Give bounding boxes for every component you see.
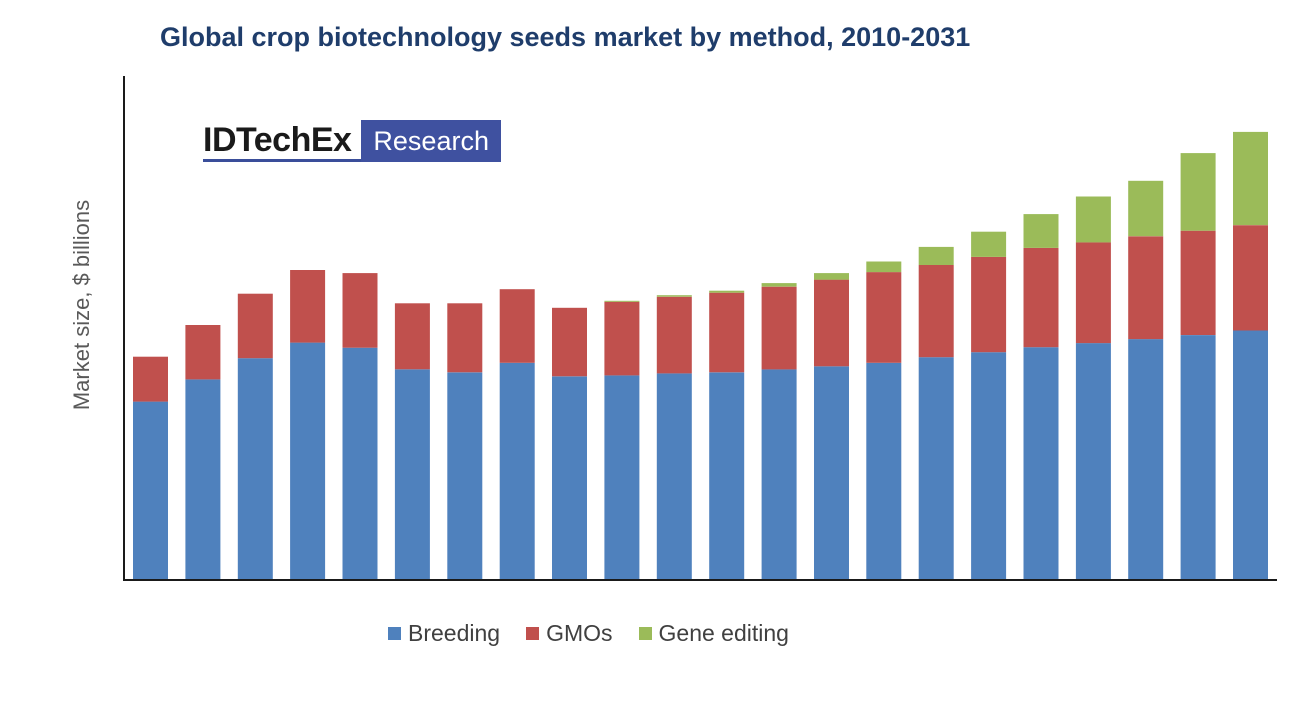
bar-gene-editing-2027 [1023, 214, 1059, 248]
bar-breeding-2029 [1128, 339, 1164, 580]
bar-gene-editing-2021 [709, 290, 745, 293]
bar-gmos-2027 [1023, 247, 1059, 348]
bar-gene-editing-2030 [1180, 153, 1216, 231]
bar-breeding-2011 [185, 379, 221, 580]
bar-gmos-2026 [971, 256, 1007, 353]
bar-breeding-2028 [1075, 343, 1111, 580]
bar-gmos-2028 [1075, 242, 1111, 344]
bar-gmos-2010 [133, 356, 168, 402]
bar-breeding-2031 [1233, 330, 1268, 580]
bar-gmos-2012 [237, 293, 273, 359]
bar-gmos-2017 [499, 289, 535, 363]
bar-gmos-2025 [918, 265, 954, 358]
bar-gene-editing-2020 [656, 295, 692, 297]
bar-breeding-2019 [604, 375, 640, 580]
bar-breeding-2016 [447, 372, 483, 580]
bar-gene-editing-2019 [604, 300, 640, 302]
bar-breeding-2027 [1023, 347, 1059, 580]
bar-breeding-2017 [499, 362, 535, 580]
bar-breeding-2018 [552, 376, 587, 580]
logo-name: IDTechEx [203, 120, 362, 162]
logo-tag: Research [361, 120, 501, 162]
bar-gene-editing-2022 [761, 283, 797, 287]
idtechex-logo: IDTechEx Research [203, 120, 501, 162]
bar-gene-editing-2029 [1128, 180, 1164, 237]
bar-gmos-2013 [290, 270, 326, 343]
bar-gmos-2015 [394, 303, 430, 370]
bar-gmos-2029 [1128, 236, 1164, 340]
bar-breeding-2012 [237, 358, 273, 580]
legend-swatch-gene-editing [638, 627, 652, 640]
bar-gene-editing-2031 [1233, 131, 1268, 226]
bar-gmos-2011 [185, 325, 221, 380]
bar-gmos-2016 [447, 303, 483, 373]
bar-gmos-2014 [342, 273, 378, 348]
bar-gene-editing-2023 [814, 273, 849, 280]
bar-breeding-2021 [709, 372, 745, 580]
bar-breeding-2015 [394, 369, 430, 580]
bar-gmos-2024 [866, 272, 902, 363]
legend-item-gmos: GMOs [526, 620, 613, 647]
bar-breeding-2013 [290, 342, 326, 580]
bar-gene-editing-2028 [1075, 196, 1111, 243]
legend-swatch-breeding [388, 627, 401, 640]
bar-gmos-2031 [1233, 225, 1268, 331]
legend-item-breeding: Breeding [388, 620, 500, 647]
bar-gene-editing-2025 [918, 246, 954, 265]
bar-gmos-2030 [1180, 230, 1216, 335]
bar-breeding-2022 [761, 369, 797, 580]
legend-item-gene-editing: Gene editing [638, 620, 789, 647]
bar-gmos-2020 [656, 296, 692, 374]
legend-swatch-gmos [526, 627, 540, 640]
bar-gene-editing-2024 [866, 261, 902, 273]
bar-gmos-2021 [709, 292, 745, 373]
bar-breeding-2020 [656, 373, 692, 580]
bar-gmos-2023 [814, 279, 849, 367]
legend-label-gene-editing: Gene editing [658, 620, 789, 646]
bar-gmos-2019 [604, 301, 640, 376]
legend: Breeding GMOs Gene editing [388, 620, 789, 647]
chart-title: Global crop biotechnology seeds market b… [160, 22, 971, 52]
bar-breeding-2026 [971, 352, 1007, 580]
bar-breeding-2024 [866, 362, 902, 580]
bar-breeding-2010 [133, 401, 168, 580]
bar-gmos-2018 [552, 307, 587, 377]
legend-label-gmos: GMOs [546, 620, 613, 646]
legend-label-breeding: Breeding [408, 620, 501, 646]
bar-breeding-2014 [342, 347, 378, 580]
bar-gmos-2022 [761, 286, 797, 370]
bar-gene-editing-2026 [971, 231, 1007, 257]
bar-breeding-2025 [918, 357, 954, 580]
bar-breeding-2023 [814, 366, 849, 580]
bar-breeding-2030 [1180, 335, 1216, 580]
